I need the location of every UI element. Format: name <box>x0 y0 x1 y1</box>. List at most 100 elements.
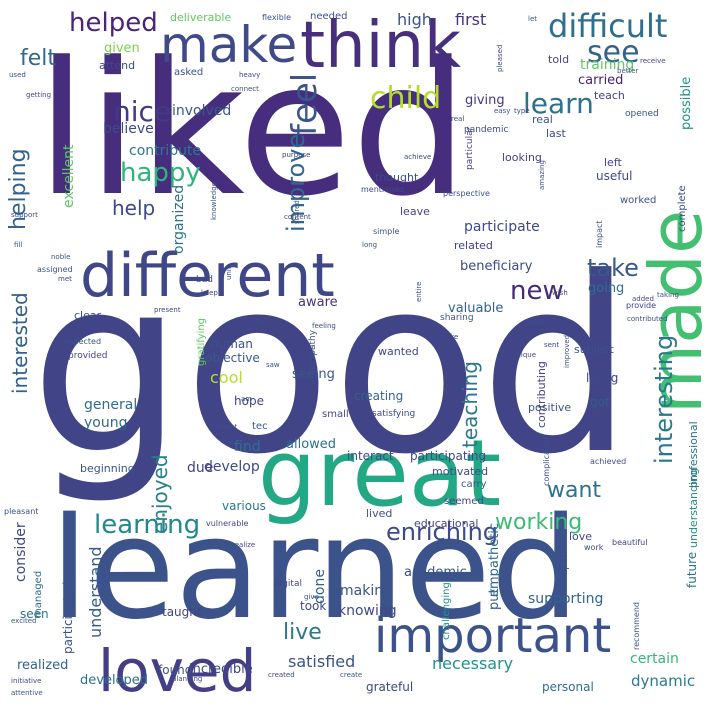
word-real-small: real <box>451 115 465 123</box>
word-certain: certain <box>630 651 679 667</box>
word-pleasant: pleasant <box>4 507 39 516</box>
word-mentioned: mentioned <box>361 185 405 194</box>
word-heavy: heavy <box>239 71 261 79</box>
word-told: told <box>548 53 570 66</box>
word-valuable: valuable <box>448 301 504 316</box>
word-added: added <box>632 295 654 303</box>
word-realized: realized <box>17 658 69 673</box>
word-important: important <box>374 608 612 664</box>
word-unit: unit <box>225 266 233 280</box>
word-recommend: recommend <box>632 602 641 650</box>
word-educational: educational <box>414 517 479 530</box>
word-unique: unique <box>512 351 537 359</box>
word-bad: bad <box>196 275 213 285</box>
word-loved: loved <box>98 637 257 705</box>
word-seeing: seeing <box>292 367 335 382</box>
word-consider: consider <box>13 522 29 582</box>
word-developed: developed <box>80 673 149 688</box>
word-open: open <box>559 551 570 576</box>
word-easy: easy <box>494 107 511 115</box>
word-got: got <box>590 395 610 409</box>
word-wanted: wanted <box>378 345 419 358</box>
word-real: real <box>532 113 553 126</box>
word-sharing: sharing <box>440 313 474 323</box>
word-knowing: knowing <box>338 603 397 619</box>
word-giving: giving <box>465 93 505 108</box>
word-useful: useful <box>596 169 633 183</box>
word-content: content <box>284 213 311 221</box>
word-found: found <box>158 663 193 677</box>
word-given: given <box>104 41 140 56</box>
word-great: great <box>258 420 502 527</box>
word-beautiful: beautiful <box>612 538 648 547</box>
word-dynamic: dynamic <box>631 672 696 690</box>
word-tec: tec <box>252 421 268 432</box>
word-cool: cool <box>210 368 243 387</box>
word-initiative: initiative <box>11 677 42 685</box>
word-particular: particular <box>465 126 475 170</box>
word-lived: lived <box>366 507 393 520</box>
word-interesting: interesting <box>650 334 678 464</box>
word-believe: believe <box>103 121 154 137</box>
word-making: making <box>340 583 392 599</box>
word-future: future <box>685 551 699 588</box>
word-incredible: incredible <box>189 662 253 677</box>
word-feel: feel <box>285 72 325 136</box>
word-purpose: purpose <box>282 151 311 159</box>
word-looking: looking <box>502 151 542 164</box>
word-knowledge: knowledge <box>210 182 218 220</box>
word-create: create <box>340 671 363 679</box>
word-planning: planning <box>172 675 203 683</box>
word-challenging: challenging <box>441 582 452 640</box>
word-worked: worked <box>620 195 657 206</box>
word-deliverable: deliverable <box>170 11 232 24</box>
word-enriching: enriching <box>386 518 499 546</box>
word-possible: possible <box>679 76 694 130</box>
word-human: human <box>211 337 253 351</box>
word-asked: asked <box>174 67 204 78</box>
word-teaching: teaching <box>458 360 482 448</box>
word-give: give <box>304 593 319 601</box>
word-happy: happy <box>120 158 201 188</box>
word-participating: participating <box>410 449 487 463</box>
word-learning: learning <box>94 510 201 540</box>
word-satisfying: satisfying <box>372 409 416 419</box>
word-young: young <box>84 415 128 431</box>
word-saw: saw <box>266 361 280 369</box>
word-living: living <box>586 371 619 385</box>
word-make: make <box>160 16 298 74</box>
word-impact: impact <box>595 220 604 248</box>
word-excited: excited <box>11 617 37 625</box>
word-help: help <box>112 196 156 220</box>
word-support: support <box>11 211 38 219</box>
word-excellent: excellent <box>61 144 77 208</box>
word-am: am <box>241 395 253 403</box>
word-participated: participated <box>61 581 75 654</box>
word-first: first <box>455 10 487 29</box>
word-subject: subject <box>574 343 614 356</box>
word-training: training <box>580 57 635 73</box>
word-related: related <box>454 239 493 252</box>
word-general: general <box>84 397 138 413</box>
word-helped: helped <box>69 8 158 38</box>
word-realize: realize <box>232 541 256 549</box>
word-seen: seen <box>20 607 49 621</box>
word-managed: managed <box>33 570 44 618</box>
word-carried: carried <box>578 73 624 88</box>
word-expected: expected <box>64 337 102 346</box>
word-keep: keep <box>201 289 218 297</box>
word-find: find <box>234 439 261 455</box>
word-leave: leave <box>400 205 430 218</box>
word-present: present <box>154 306 181 314</box>
word-academic: academic <box>404 565 467 580</box>
word-learn: learn <box>523 87 594 120</box>
word-new: new <box>510 276 564 306</box>
word-involved: involved <box>172 103 232 119</box>
word-learned: learned <box>50 488 580 651</box>
word-due: due <box>187 460 214 476</box>
word-taught: taught <box>162 605 202 619</box>
word-attend: attend <box>99 59 136 72</box>
word-thought: thought <box>375 171 419 184</box>
word-see: see <box>587 35 640 70</box>
